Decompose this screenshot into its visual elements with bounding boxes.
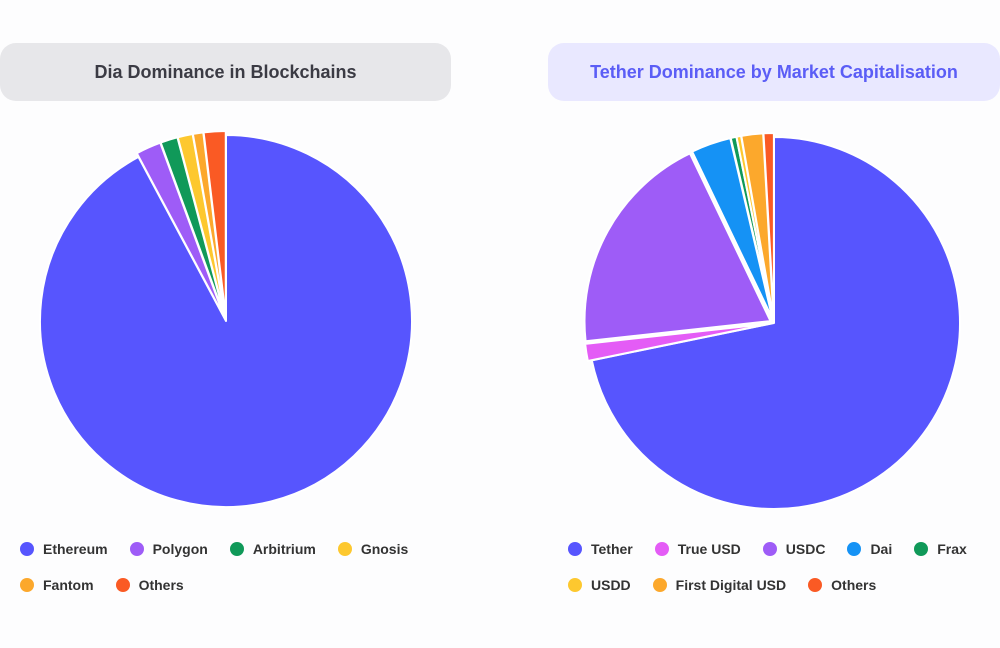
tether-legend-label-first-digital-usd: First Digital USD <box>675 577 787 593</box>
tether-legend-dot-first-digital-usd <box>652 578 667 592</box>
tether-legend-row: USDD First Digital USD Others <box>568 574 989 596</box>
dia-legend-dot-gnosis <box>337 542 352 556</box>
dia-slice-ethereum[interactable] <box>39 134 413 508</box>
dia-legend-item-others[interactable]: Others <box>115 577 184 593</box>
dia-legend-label-others: Others <box>138 577 184 593</box>
tether-legend-label-frax: Frax <box>937 541 967 557</box>
dia-legend-label-polygon: Polygon <box>152 541 208 557</box>
dia-legend-label-arbitrium: Arbitrium <box>252 541 316 557</box>
dia-legend-item-ethereum[interactable]: Ethereum <box>20 541 108 557</box>
dia-legend-item-fantom[interactable]: Fantom <box>20 577 94 593</box>
tether-legend-item-others[interactable]: Others <box>808 577 876 593</box>
tether-legend-label-usdd: USDD <box>591 577 631 593</box>
dia-legend-label-ethereum: Ethereum <box>43 541 108 557</box>
tether-legend-label-true-usd: True USD <box>677 541 741 557</box>
tether-legend-dot-dai <box>847 542 862 556</box>
dia-legend-label-gnosis: Gnosis <box>360 541 409 557</box>
tether-slice-tether[interactable] <box>590 136 961 510</box>
tether-slice-others[interactable] <box>762 132 775 321</box>
dia-chart-title: Dia Dominance in Blockchains <box>0 43 451 101</box>
tether-legend-dot-tether <box>568 542 582 556</box>
dia-legend-dot-others <box>115 578 130 592</box>
tether-legend-item-true-usd[interactable]: True USD <box>654 541 741 557</box>
tether-slice-usdc[interactable] <box>583 152 772 343</box>
tether-legend-item-usdc[interactable]: USDC <box>762 541 826 557</box>
tether-legend-label-usdc: USDC <box>785 541 826 557</box>
tether-chart-title: Tether Dominance by Market Capitalisatio… <box>548 43 1000 101</box>
tether-legend-dot-usdd <box>568 578 582 592</box>
tether-legend-item-tether[interactable]: Tether <box>568 541 633 557</box>
tether-legend-item-dai[interactable]: Dai <box>847 541 892 557</box>
dia-legend-dot-arbitrium <box>229 542 244 556</box>
dia-slice-others[interactable] <box>202 130 227 319</box>
tether-legend-item-frax[interactable]: Frax <box>914 541 967 557</box>
dia-pie-chart <box>39 130 413 508</box>
tether-legend-dot-usdc <box>762 542 777 556</box>
dia-legend-dot-ethereum <box>20 542 34 556</box>
dia-legend-dot-polygon <box>129 542 144 556</box>
tether-legend-label-others: Others <box>831 577 877 593</box>
dia-legend-row: Fantom Others <box>20 574 430 596</box>
dia-legend-item-arbitrium[interactable]: Arbitrium <box>229 541 316 557</box>
tether-legend-label-dai: Dai <box>870 541 893 557</box>
tether-legend-item-first-digital-usd[interactable]: First Digital USD <box>652 577 787 593</box>
tether-legend: Tether True USD USDC Dai Frax USDD First Digit… <box>568 538 989 610</box>
tether-legend-dot-true-usd <box>654 542 669 556</box>
dia-legend-item-gnosis[interactable]: Gnosis <box>337 541 409 557</box>
dia-dominance-panel: Dia Dominance in Blockchains Ethereum Pol… <box>0 0 460 648</box>
tether-legend-label-tether: Tether <box>591 541 633 557</box>
dia-legend-item-polygon[interactable]: Polygon <box>129 541 208 557</box>
tether-legend-dot-frax <box>914 542 929 556</box>
tether-slice-true-usd[interactable] <box>584 322 772 362</box>
dia-legend: Ethereum Polygon Arbitrium Gnosis Fantom Othe… <box>20 538 430 610</box>
tether-dominance-panel: Tether Dominance by Market Capitalisatio… <box>548 0 1000 648</box>
dia-legend-dot-fantom <box>20 578 34 592</box>
dia-legend-label-fantom: Fantom <box>43 577 94 593</box>
tether-legend-item-usdd[interactable]: USDD <box>568 577 631 593</box>
tether-legend-dot-others <box>808 578 823 592</box>
dia-legend-row: Ethereum Polygon Arbitrium Gnosis <box>20 538 430 560</box>
tether-legend-row: Tether True USD USDC Dai Frax <box>568 538 989 560</box>
tether-pie-chart <box>583 132 961 510</box>
